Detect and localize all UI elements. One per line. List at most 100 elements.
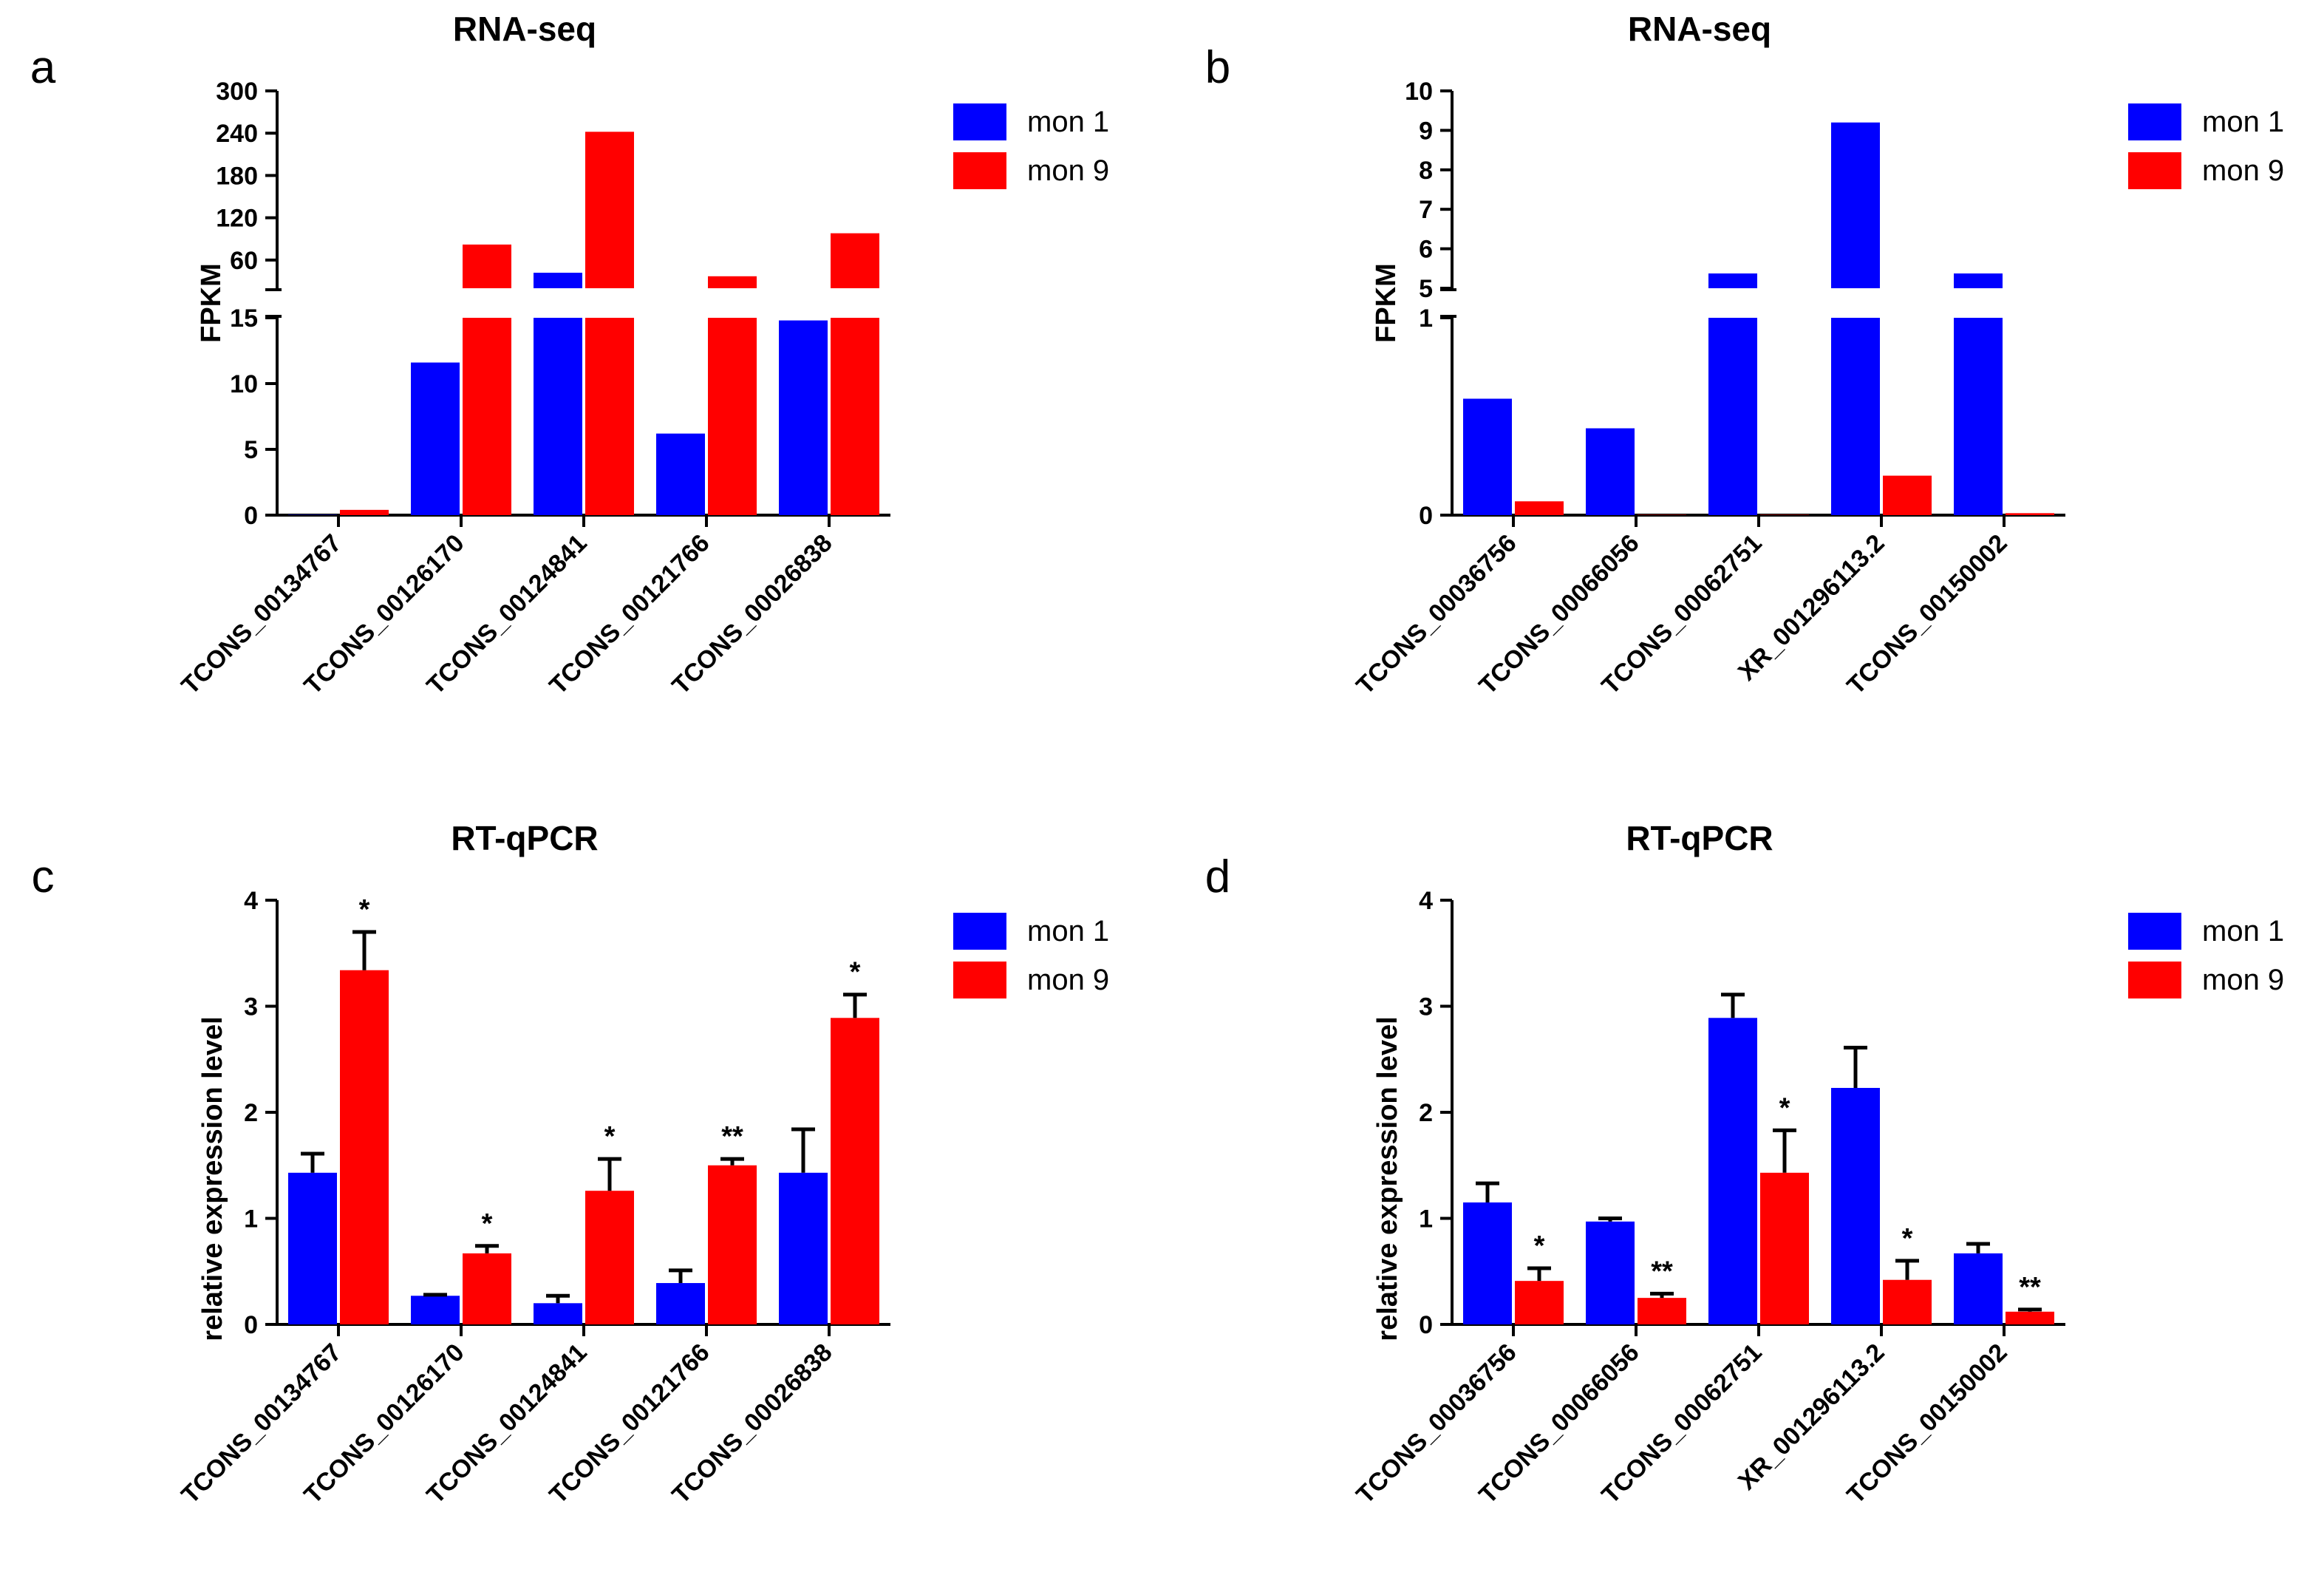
bar-mon1-3-upper — [1708, 273, 1757, 288]
y-tick-label: 0 — [1419, 1311, 1433, 1339]
bar-mon9-2 — [463, 1253, 511, 1324]
bar-mon9-2 — [463, 318, 511, 515]
legend-swatch-mon1 — [2128, 103, 2181, 140]
bar-mon1-5 — [1954, 318, 2003, 515]
legend-swatch-mon9 — [953, 962, 1006, 998]
bar-mon9-4 — [1883, 475, 1932, 515]
bar-mon9-3 — [585, 1191, 634, 1324]
bar-mon1-5 — [779, 320, 828, 515]
y-tick-label: 4 — [244, 887, 258, 915]
legend-swatch-mon1 — [2128, 913, 2181, 950]
bar-mon1-4 — [656, 433, 705, 515]
legend-label: mon 1 — [1027, 106, 1109, 138]
bar-mon1-2 — [411, 362, 460, 515]
bar-mon1-1 — [288, 1172, 337, 1324]
bar-mon1-3 — [1708, 1018, 1757, 1324]
y-tick-label: 1 — [244, 1205, 258, 1234]
bar-mon9-1 — [1515, 501, 1564, 515]
bar-mon9-4 — [708, 318, 757, 515]
legend-label: mon 9 — [2202, 154, 2284, 187]
legend-label: mon 9 — [1027, 154, 1109, 187]
bar-mon1-3 — [1708, 318, 1757, 515]
bar-mon9-5 — [2006, 1311, 2054, 1324]
y-tick-label: 2 — [244, 1099, 258, 1127]
panel-label: c — [32, 851, 55, 902]
bar-mon9-5 — [831, 318, 879, 515]
panel-label: d — [1205, 851, 1230, 902]
legend-swatch-mon1 — [953, 913, 1006, 950]
bar-mon9-3 — [585, 318, 634, 515]
significance-mark: * — [482, 1208, 493, 1239]
bar-mon9-5-upper — [831, 233, 879, 288]
panel-label: b — [1205, 42, 1230, 93]
y-tick-label: 10 — [1405, 78, 1433, 106]
bar-mon9-5 — [831, 1018, 879, 1324]
bar-mon1-4 — [1831, 318, 1880, 515]
y-axis-label: FPKM — [1371, 263, 1402, 343]
y-tick-label: 0 — [1419, 502, 1433, 530]
y-axis-label: FPKM — [196, 263, 227, 343]
bar-mon9-4 — [708, 1165, 757, 1324]
bar-mon1-5 — [779, 1172, 828, 1324]
significance-mark: * — [1779, 1092, 1790, 1123]
bar-mon1-4-upper — [1831, 122, 1880, 288]
significance-mark: ** — [721, 1121, 743, 1152]
chart-title: RNA-seq — [1628, 10, 1771, 48]
y-tick-label: 300 — [216, 78, 258, 106]
chart-title: RT-qPCR — [451, 819, 598, 857]
y-axis-label: relative expression level — [1372, 1016, 1403, 1341]
significance-mark: * — [1534, 1231, 1545, 1262]
bar-mon1-4 — [1831, 1087, 1880, 1324]
y-tick-label: 1 — [1419, 304, 1433, 333]
significance-mark: * — [850, 957, 861, 988]
bar-mon9-3 — [1760, 514, 1809, 515]
y-tick-label: 6 — [1419, 236, 1433, 264]
significance-mark: ** — [1651, 1256, 1673, 1287]
y-tick-label: 9 — [1419, 117, 1433, 145]
bar-mon1-3-upper — [534, 273, 582, 288]
panel-label: a — [30, 42, 56, 93]
bar-mon9-1 — [1515, 1281, 1564, 1324]
legend-label: mon 1 — [1027, 915, 1109, 947]
significance-mark: * — [359, 894, 370, 925]
bar-mon9-4-upper — [708, 276, 757, 288]
y-axis-label: relative expression level — [197, 1016, 228, 1341]
bar-mon1-5-upper — [1954, 273, 2003, 288]
y-tick-label: 5 — [244, 436, 258, 464]
y-tick-label: 120 — [216, 205, 258, 233]
y-tick-label: 15 — [230, 304, 258, 333]
y-tick-label: 5 — [1419, 275, 1433, 303]
significance-mark: * — [604, 1121, 616, 1152]
y-tick-label: 0 — [244, 502, 258, 530]
bar-mon9-1 — [340, 509, 389, 515]
y-tick-label: 240 — [216, 120, 258, 148]
legend-label: mon 1 — [2202, 915, 2284, 947]
legend-label: mon 9 — [2202, 964, 2284, 996]
y-tick-label: 2 — [1419, 1099, 1433, 1127]
legend-swatch-mon9 — [953, 152, 1006, 189]
legend-label: mon 1 — [2202, 106, 2284, 138]
bar-mon1-1 — [1463, 1202, 1512, 1324]
bar-mon9-2-upper — [463, 244, 511, 288]
bar-mon9-3 — [1760, 1172, 1809, 1324]
bar-mon1-1 — [1463, 398, 1512, 515]
bar-mon9-1 — [340, 970, 389, 1324]
bar-mon1-2 — [411, 1296, 460, 1324]
chart-title: RNA-seq — [453, 10, 596, 48]
y-tick-label: 3 — [1419, 993, 1433, 1021]
y-tick-label: 60 — [230, 247, 258, 275]
y-tick-label: 180 — [216, 162, 258, 190]
legend-label: mon 9 — [1027, 964, 1109, 996]
bar-mon9-2 — [1638, 514, 1686, 515]
bar-mon9-2 — [1638, 1298, 1686, 1324]
legend-swatch-mon9 — [2128, 962, 2181, 998]
bar-mon9-3-upper — [585, 132, 634, 288]
bar-mon1-5 — [1954, 1253, 2003, 1324]
y-tick-label: 1 — [1419, 1205, 1433, 1234]
bar-mon1-2 — [1586, 428, 1635, 515]
bar-mon1-4 — [656, 1283, 705, 1324]
bar-mon9-4 — [1883, 1279, 1932, 1324]
y-tick-label: 7 — [1419, 196, 1433, 224]
bar-mon1-2 — [1586, 1221, 1635, 1324]
